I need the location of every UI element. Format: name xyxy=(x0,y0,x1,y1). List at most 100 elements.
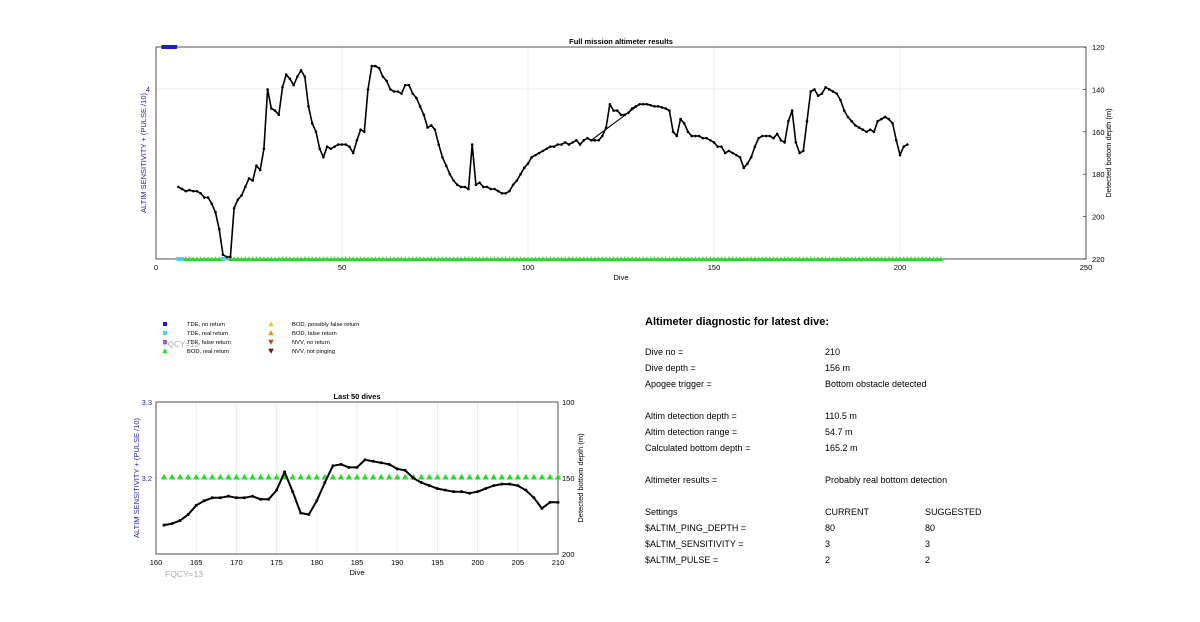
legend-triangle-icon xyxy=(268,321,274,327)
bod-real-return-marker xyxy=(677,256,684,262)
bod-real-return-marker xyxy=(372,256,379,262)
bod-real-return-marker xyxy=(361,256,367,262)
top-depth-point xyxy=(299,69,303,72)
top-depth-point xyxy=(441,155,444,159)
settings-header-current: CURRENT xyxy=(825,507,869,517)
top-depth-point xyxy=(359,128,362,131)
bod-real-return-marker xyxy=(554,473,562,480)
top-depth-point xyxy=(586,136,589,140)
bod-real-return-marker xyxy=(640,256,646,262)
diagnostic-label: Calculated bottom depth = xyxy=(645,443,751,453)
bottom-chart-xlabel: Dive xyxy=(349,568,364,577)
bod-real-return-marker xyxy=(610,256,617,262)
bottom-depth-point xyxy=(339,462,343,466)
bottom-chart-ylabel-left: ALTIM SENSITIVITY + (PULSE /10) xyxy=(132,418,141,538)
bod-real-return-marker xyxy=(376,256,382,262)
bod-real-return-marker xyxy=(168,473,176,480)
bottom-depth-point xyxy=(178,519,182,523)
top-depth-point xyxy=(720,145,723,148)
top-depth-point xyxy=(839,98,842,102)
bod-real-return-marker xyxy=(257,473,264,480)
top-depth-point xyxy=(716,145,720,148)
top-depth-point xyxy=(310,122,314,125)
bod-real-return-marker xyxy=(573,256,579,262)
bod-real-return-marker xyxy=(711,256,717,262)
bottom-chart-ylabel-right: Detected bottom depth (m) xyxy=(576,433,585,523)
legend-triangle-icon xyxy=(268,348,274,354)
bod-real-return-marker xyxy=(380,256,386,262)
legend-triangle-icon xyxy=(162,348,168,354)
top-depth-point xyxy=(735,153,738,157)
bod-real-return-marker xyxy=(867,256,873,262)
bod-real-return-marker xyxy=(216,256,222,262)
top-depth-point xyxy=(727,149,731,153)
top-depth-point xyxy=(831,90,835,93)
legend-item: BOD, real return xyxy=(162,348,229,355)
settings-suggested-value: 80 xyxy=(925,523,936,533)
top-depth-point xyxy=(433,128,437,131)
diagnostic-label: Dive no = xyxy=(645,347,684,357)
bottom-depth-point xyxy=(484,487,488,491)
bod-real-return-marker xyxy=(450,473,457,480)
legend-item: TDE, no return xyxy=(163,322,225,328)
bod-real-return-marker xyxy=(756,256,762,262)
top-depth-point xyxy=(296,75,299,78)
bod-real-return-marker xyxy=(815,256,821,262)
bod-real-return-marker xyxy=(860,256,866,262)
top-depth-point xyxy=(575,138,578,142)
top-depth-point xyxy=(418,105,422,108)
bottom-depth-point xyxy=(508,482,512,486)
top-depth-point xyxy=(255,164,258,168)
top-depth-point xyxy=(742,166,746,170)
bod-real-return-marker xyxy=(845,256,851,262)
bod-real-return-marker xyxy=(328,256,334,262)
bod-real-return-marker xyxy=(413,256,419,262)
top-depth-point xyxy=(203,196,206,199)
bod-real-return-marker xyxy=(551,256,557,262)
bod-real-return-marker xyxy=(324,256,330,262)
top-y-right-tick-label: 180 xyxy=(1092,170,1105,179)
bod-real-return-marker xyxy=(644,256,650,262)
bod-real-return-marker xyxy=(584,256,591,262)
bod-real-return-marker xyxy=(402,256,408,262)
top-depth-point xyxy=(854,124,857,127)
top-y-right-tick-label: 160 xyxy=(1092,128,1105,137)
bod-real-return-marker xyxy=(294,256,300,262)
bod-real-return-marker xyxy=(385,473,393,480)
bottom-depth-point xyxy=(242,496,246,500)
bod-real-return-marker xyxy=(763,256,769,262)
bottom-depth-point xyxy=(250,494,254,498)
top-chart-grid xyxy=(155,47,1087,259)
top-depth-point xyxy=(545,147,548,151)
bottom-depth-point xyxy=(307,512,311,516)
bod-real-return-marker xyxy=(778,256,784,262)
bod-real-return-marker xyxy=(819,256,825,262)
legend-item-label: TDE, no return xyxy=(187,322,225,328)
tde-real-return-marker xyxy=(180,257,185,261)
bod-real-return-marker xyxy=(592,256,598,262)
legend-item: NVV, no return xyxy=(268,339,330,346)
bottom-depth-point xyxy=(548,500,552,504)
bottom-depth-point xyxy=(524,488,528,492)
bottom-depth-point xyxy=(379,461,383,465)
bottom-depth-point xyxy=(234,496,238,500)
bod-real-return-marker xyxy=(377,473,385,480)
top-depth-point xyxy=(619,113,623,117)
top-depth-point xyxy=(705,136,708,140)
diagnostic-value: 210 xyxy=(825,347,841,357)
bod-real-return-marker xyxy=(424,256,431,262)
bod-real-return-marker xyxy=(796,256,803,262)
top-depth-point xyxy=(902,145,906,148)
bod-real-return-marker xyxy=(733,256,739,262)
top-depth-point xyxy=(251,179,255,182)
top-depth-point xyxy=(522,166,526,170)
bottom-depth-point xyxy=(411,476,415,480)
top-depth-point xyxy=(370,64,374,68)
top-depth-point xyxy=(191,189,195,193)
top-depth-point xyxy=(690,134,693,138)
bod-real-return-marker xyxy=(442,473,449,480)
bod-real-return-marker xyxy=(217,473,224,480)
bod-real-return-marker xyxy=(767,256,773,262)
top-depth-point xyxy=(429,124,433,127)
legend-item: TDE, false return xyxy=(163,340,231,346)
